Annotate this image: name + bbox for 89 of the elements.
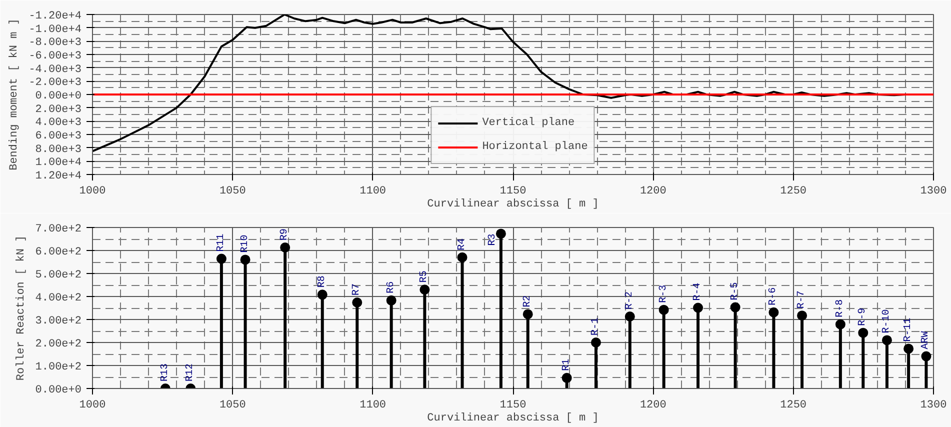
annotation: R1 [561,358,572,371]
x-tick-label: 1000 [79,400,106,412]
annotation: R9 [280,228,291,241]
annotation: R-5 [730,282,741,300]
annotation: R-4 [692,282,704,301]
point [496,228,506,239]
y-tick-label: 0.00e+0 [35,90,82,102]
x-tick-label: 1200 [640,400,666,412]
annotation: R13 [160,363,171,382]
legend-label: Horizontal plane [482,141,588,153]
point [352,297,362,308]
x-tick-label: 1300 [920,400,947,412]
point [317,290,328,300]
point [730,302,740,312]
point [562,372,572,383]
annotation: ARW [920,331,932,350]
annotation: R-9 [858,308,869,326]
x-tick-label: 1300 [920,186,947,198]
y-tick-label: -1.00e+4 [28,24,82,36]
y-tick-label: 0.00e+0 [35,384,82,396]
annotation: R-2 [624,291,636,310]
y-axis-title: Roller Reaction [ kN ] [15,235,28,381]
x-tick-label: 1250 [780,400,807,412]
annotation: R-8 [834,299,846,318]
point [216,254,226,264]
point [280,242,290,252]
y-tick-label: -2.00e+3 [28,77,82,90]
x-tick-label: 1050 [219,400,246,412]
annotation: R-6 [768,287,780,306]
annotation: R5 [419,270,430,283]
y-tick-label: 7.00e+2 [35,224,82,236]
y-tick-label: 3.00e+2 [35,316,82,328]
annotation: R7 [352,283,363,296]
y-tick-label: -1.20e+4 [28,10,82,22]
annotation: R11 [216,234,227,252]
x-tick-label: 1200 [640,186,666,198]
y-tick-label: 8.00e+3 [35,144,82,156]
annotation: R8 [316,276,328,288]
y-tick-label: 1.00e+2 [35,362,82,374]
x-axis-title: Curvilinear abscissa [ m ] [427,198,599,210]
point [882,335,892,346]
point [904,344,914,354]
y-tick-label: 1.20e+4 [35,170,82,182]
point [858,328,868,338]
y-tick-label: -6.00e+3 [28,50,82,62]
point [386,295,396,306]
y-axis-title: Bending moment [ kN m ] [8,18,21,170]
y-tick-label: 6.00e+3 [35,130,82,142]
x-tick-label: 1250 [780,186,807,198]
x-tick-label: 1100 [360,186,386,198]
point [835,319,846,330]
point [658,304,669,315]
annotation: R-1 [590,317,602,336]
y-tick-label: -4.00e+3 [28,64,82,76]
point [768,307,779,318]
annotation: R4 [456,238,468,250]
annotation: R-3 [658,284,670,303]
annotation: R3 [487,234,498,246]
y-tick-label: 2.00e+2 [35,338,82,350]
x-tick-label: 1050 [219,186,246,198]
x-axis-title: Curvilinear abscissa [ m ] [427,412,599,424]
annotation: R-11 [903,318,914,342]
y-tick-label: 2.00e+3 [35,104,82,116]
y-tick-label: 1.00e+4 [35,157,82,170]
annotation: R2 [522,295,534,308]
annotation: R6 [386,281,397,294]
point [457,252,468,262]
legend-label: Vertical plane [482,117,575,129]
point [240,254,250,265]
y-tick-label: -8.00e+3 [28,37,82,50]
point [797,310,808,321]
annotation: R12 [185,363,196,382]
y-tick-label: 6.00e+2 [35,246,82,258]
point [420,284,430,295]
point [590,338,601,348]
point [624,312,635,322]
x-tick-label: 1000 [79,186,106,198]
point [921,351,932,362]
y-tick-label: 4.00e+2 [35,292,82,304]
x-tick-label: 1150 [500,400,526,412]
x-tick-label: 1100 [360,400,386,412]
annotation: R10 [240,234,251,253]
annotation: R-7 [796,290,808,309]
x-tick-label: 1150 [500,186,526,198]
point [693,302,704,313]
y-tick-label: 4.00e+3 [35,117,82,130]
point [522,309,533,320]
y-tick-label: 5.00e+2 [35,270,82,282]
annotation: R-10 [881,309,892,334]
